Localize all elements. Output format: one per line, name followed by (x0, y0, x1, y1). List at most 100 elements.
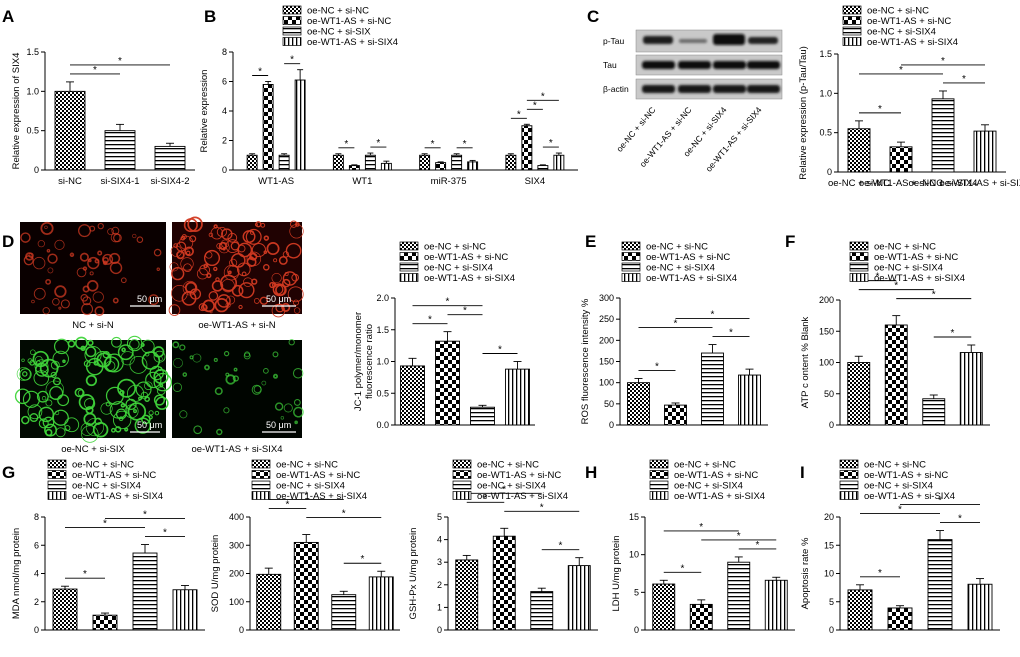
legend-swatch (839, 480, 859, 490)
cell-stain (293, 406, 304, 418)
significance-star: * (498, 345, 502, 356)
significance-star: * (674, 319, 678, 330)
cell-stain (21, 358, 25, 362)
legend-swatch (842, 5, 862, 15)
bar (332, 154, 344, 171)
bar (92, 614, 118, 631)
cell-stain (274, 402, 284, 411)
cell-stain (94, 306, 105, 317)
y-tick-label: 2 (437, 580, 442, 590)
cell-stain (54, 285, 67, 298)
cell-stain (153, 350, 166, 363)
y-axis-label: JC-1 polymer/monomer (353, 312, 364, 411)
legend-swatch (47, 480, 67, 490)
bar (689, 603, 713, 631)
cell-stain (120, 403, 126, 408)
significance-star: * (559, 541, 563, 552)
y-axis-label: GSH-Px U/mg protein (408, 528, 419, 620)
y-tick-label: 1 (437, 602, 442, 612)
y-tick-label: 0 (34, 625, 39, 635)
cell-stain (289, 220, 298, 228)
legend-label: oe-NC + si-SIX4 (424, 263, 493, 274)
cell-stain (271, 272, 282, 284)
blot-row-label: β-actin (603, 84, 629, 94)
cell-stain (214, 387, 223, 396)
cell-stain (208, 232, 214, 238)
y-tick-label: 1.0 (26, 86, 39, 96)
legend-swatch (649, 480, 669, 490)
bar (364, 154, 376, 171)
cell-stain (44, 225, 48, 230)
cell-stain (67, 339, 76, 348)
bar (455, 559, 479, 631)
y-tick-label: 5 (634, 587, 639, 597)
legend-swatch (47, 470, 67, 479)
cell-stain (204, 364, 210, 371)
significance-star: * (428, 315, 432, 326)
panel-letter-f: F (785, 232, 795, 251)
y-tick-label: 1.0 (376, 357, 389, 367)
cell-stain (102, 253, 114, 265)
cell-stain (180, 257, 194, 271)
y-tick-label: 0.0 (376, 420, 389, 430)
cell-stain (144, 396, 150, 402)
significance-star: * (93, 65, 97, 76)
cell-stain (223, 407, 230, 414)
panel-letter-b: B (204, 7, 216, 26)
significance-star: * (163, 528, 167, 539)
bar (435, 162, 447, 171)
bar (419, 154, 431, 171)
cell-stain (287, 286, 304, 303)
cell-stain (47, 253, 58, 264)
cell-stain (183, 263, 192, 273)
significance-star: * (361, 554, 365, 565)
y-tick-label: 250 (599, 314, 614, 324)
chart-i: 0 5 10 15 20 Apoptosis rate % * * * * oe-NC + si-N… (800, 460, 1000, 635)
cell-stain (154, 410, 160, 416)
cell-stain (148, 410, 154, 416)
significance-star: * (549, 138, 553, 149)
cell-stain (229, 258, 238, 267)
cell-stain (22, 371, 28, 377)
cell-stain (278, 255, 288, 265)
bar (492, 535, 516, 631)
legend-label: oe-NC + si-NC (276, 460, 338, 471)
significance-star: * (941, 56, 945, 67)
y-tick-label: 5 (829, 597, 834, 607)
cell-stain (153, 368, 169, 385)
cell-stain (31, 299, 35, 304)
cell-stain (172, 341, 180, 349)
cell-stain (102, 350, 110, 359)
cell-stain (105, 401, 111, 407)
y-tick-label: 200 (599, 335, 614, 345)
cell-stain (292, 299, 299, 306)
significance-star: * (344, 139, 348, 150)
cell-stain (121, 347, 126, 353)
blot-row-label: Tau (603, 60, 617, 70)
charts-layer: 0 0.5 1.0 1.5 Relative expression of SIX4 si-… (11, 6, 1020, 636)
cell-stain (92, 291, 104, 303)
legend-label: oe-NC + si-NC (477, 460, 539, 471)
y-tick-label: 8 (34, 512, 39, 522)
cell-stain (27, 404, 43, 420)
significance-star: * (118, 56, 122, 67)
y-tick-label: 4 (34, 569, 39, 579)
y-tick-label: 0 (34, 165, 39, 175)
significance-star: * (951, 328, 955, 339)
cell-stain (38, 418, 49, 429)
legend-label: oe-WT1-AS + si-NC (307, 16, 391, 27)
y-tick-label: 0 (829, 625, 834, 635)
cell-stain (171, 266, 185, 281)
y-tick-label: 200 (819, 295, 834, 305)
bar (451, 154, 463, 171)
x-tick-label: oe-WT1-AS + si-NC (859, 178, 943, 189)
bar (435, 340, 460, 426)
cell-stain (136, 236, 144, 243)
cell-stain (281, 302, 291, 312)
cell-stain (33, 287, 46, 300)
bar (567, 565, 591, 631)
cell-stain (285, 242, 302, 259)
cell-stain (149, 365, 164, 381)
legend-label: oe-NC + si-SIX4 (674, 481, 743, 492)
cell-stain (126, 384, 145, 402)
